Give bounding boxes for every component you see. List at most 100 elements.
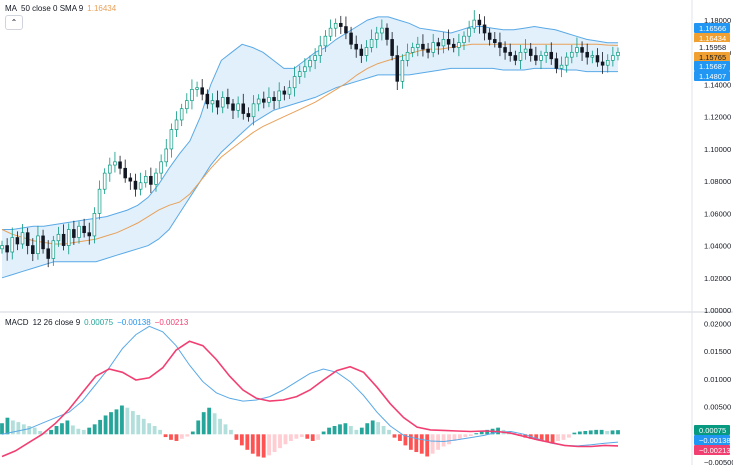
macd-histogram-bar bbox=[179, 434, 184, 439]
candle-body bbox=[277, 90, 281, 101]
candle-body bbox=[128, 177, 133, 182]
macd-histogram-bar bbox=[310, 434, 315, 441]
candle-body bbox=[539, 55, 543, 61]
macd-histogram-bar bbox=[267, 434, 272, 456]
macd-histogram-bar bbox=[441, 434, 446, 447]
candle-body bbox=[66, 229, 71, 246]
candle-body bbox=[549, 51, 554, 60]
macd-histogram-bar bbox=[98, 419, 103, 435]
macd-histogram-bar bbox=[343, 423, 348, 435]
candle-body bbox=[133, 180, 138, 190]
macd-legend-v3: −0.00213 bbox=[154, 318, 189, 327]
candle-body bbox=[503, 47, 507, 53]
macd-histogram-bar bbox=[229, 429, 233, 435]
macd-histogram-bar bbox=[594, 429, 599, 435]
candle-body bbox=[421, 43, 425, 50]
candle-body bbox=[380, 27, 384, 34]
candle-body bbox=[297, 71, 302, 77]
candle-body bbox=[359, 48, 364, 56]
candle-body bbox=[179, 108, 184, 121]
candle-body bbox=[605, 60, 610, 66]
macd-legend-v2: −0.00138 bbox=[117, 318, 151, 327]
candle-body bbox=[339, 22, 343, 27]
candle-body bbox=[462, 35, 466, 44]
price-badge bbox=[694, 42, 730, 52]
price-badge bbox=[694, 52, 730, 62]
macd-histogram-bar bbox=[60, 423, 64, 435]
macd-histogram-bar bbox=[158, 429, 162, 435]
macd-histogram-bar bbox=[468, 434, 473, 436]
macd-histogram-bar bbox=[278, 434, 282, 449]
candle-body bbox=[518, 51, 523, 61]
candle-body bbox=[138, 182, 143, 190]
price-tick-label: 1.06000 bbox=[704, 209, 731, 218]
candle-body bbox=[195, 87, 199, 90]
candle-body bbox=[575, 47, 579, 53]
candle-body bbox=[534, 55, 538, 61]
candle-body bbox=[118, 161, 122, 169]
bb-fill bbox=[2, 16, 618, 278]
macd-histogram-bar bbox=[136, 414, 141, 435]
candle-body bbox=[0, 245, 4, 250]
candle-body bbox=[508, 51, 512, 56]
candle-body bbox=[169, 129, 174, 150]
candle-body bbox=[564, 56, 569, 66]
macd-histogram-bar bbox=[283, 434, 288, 445]
candle-body bbox=[472, 19, 477, 29]
price-badge bbox=[694, 23, 730, 33]
price-badge bbox=[694, 71, 730, 81]
macd-histogram-bar bbox=[354, 429, 359, 435]
candle-body bbox=[349, 32, 353, 45]
macd-histogram-bar bbox=[70, 425, 75, 435]
collapse-legend-button[interactable]: ⌃ bbox=[5, 15, 23, 30]
candle-body bbox=[333, 22, 338, 29]
macd-histogram-bar bbox=[5, 417, 10, 435]
candle-body bbox=[498, 42, 502, 48]
macd-histogram-bar bbox=[316, 434, 321, 440]
candle-body bbox=[441, 39, 446, 47]
price-badge-label: 1.15958 bbox=[699, 43, 726, 52]
ma-legend[interactable]: MA 50 close 0 SMA 9 1.16434 bbox=[5, 4, 120, 13]
macd-histogram-bar bbox=[245, 434, 250, 450]
candle-body bbox=[523, 48, 528, 53]
macd-legend[interactable]: MACD 12 26 close 9 0.00075 −0.00138 −0.00213 bbox=[5, 318, 192, 327]
macd-histogram-bar bbox=[610, 430, 615, 435]
candle-body bbox=[446, 39, 451, 45]
candle-body bbox=[426, 48, 430, 53]
candle-body bbox=[513, 55, 518, 61]
candle-body bbox=[159, 161, 163, 174]
macd-histogram-bar bbox=[299, 434, 304, 438]
macd-histogram-bar bbox=[534, 434, 539, 440]
ma-line bbox=[1, 43, 619, 245]
candle-body bbox=[395, 55, 400, 82]
candle-body bbox=[241, 103, 246, 114]
candle-body bbox=[354, 43, 358, 50]
candle-body bbox=[580, 47, 584, 53]
macd-histogram-bar bbox=[43, 432, 48, 435]
macd-histogram-bar bbox=[387, 429, 391, 435]
candle-body bbox=[282, 90, 287, 95]
price-badge-label: 1.14807 bbox=[699, 72, 726, 81]
candle-body bbox=[246, 113, 251, 118]
candle-body bbox=[97, 188, 102, 214]
macd-histogram-bar bbox=[332, 426, 337, 435]
candle-body bbox=[292, 76, 297, 89]
candle-body bbox=[467, 27, 471, 37]
macd-histogram-bar bbox=[174, 434, 179, 441]
ma-legend-params: 50 close 0 SMA 9 bbox=[21, 4, 84, 13]
candle-body bbox=[164, 148, 169, 163]
candle-body bbox=[416, 43, 420, 48]
macd-histogram-bar bbox=[479, 431, 484, 435]
candle-body bbox=[328, 27, 333, 37]
macd-histogram-bar bbox=[463, 434, 468, 438]
candle-body bbox=[113, 161, 117, 166]
price-badge bbox=[694, 33, 730, 43]
price-axis[interactable]: 1.180001.160001.140001.120001.100001.080… bbox=[704, 16, 733, 467]
candle-body bbox=[400, 60, 405, 82]
candle-body bbox=[487, 32, 492, 40]
macd-histogram-bar bbox=[27, 426, 32, 435]
candle-body bbox=[590, 55, 595, 58]
